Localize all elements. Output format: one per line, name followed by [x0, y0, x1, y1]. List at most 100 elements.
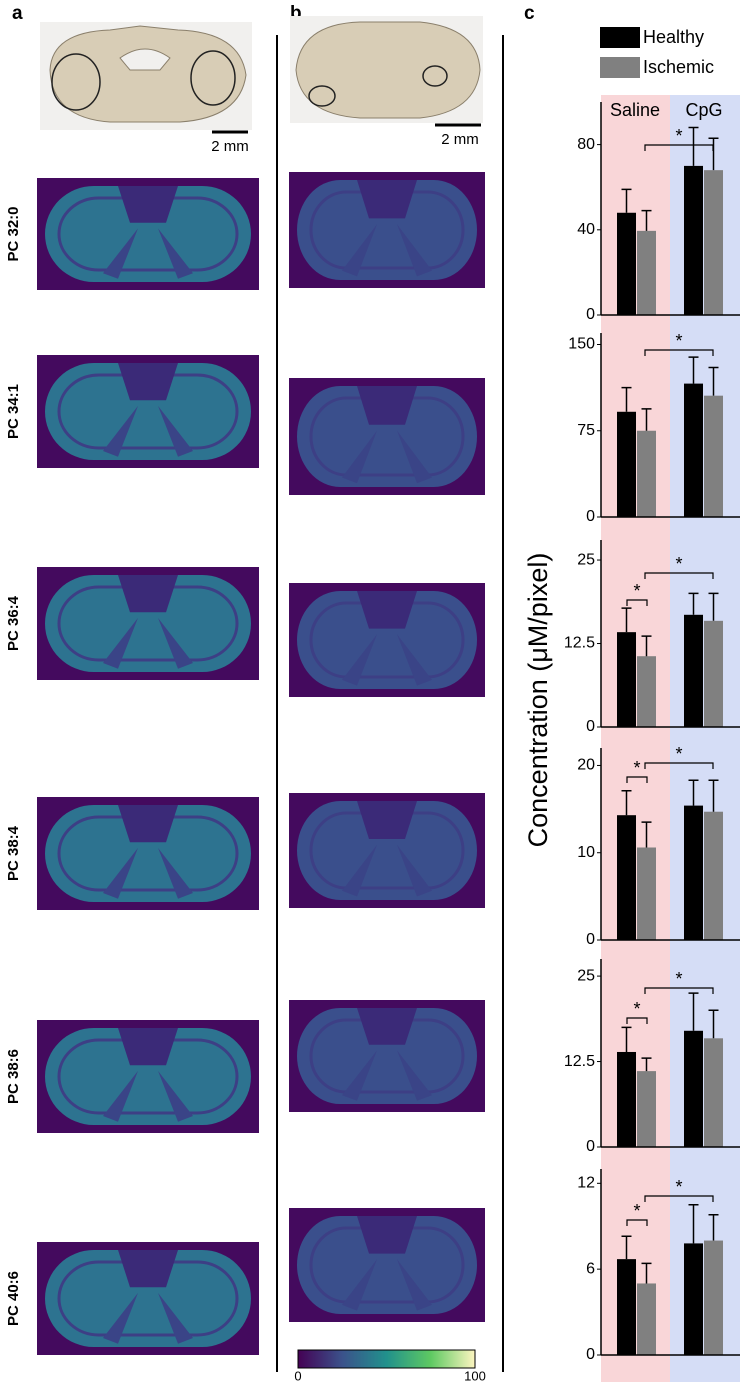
error-bar — [621, 790, 632, 816]
error-bar — [708, 592, 719, 621]
y-tick-label: 40 — [577, 221, 595, 238]
heatmap-brain — [45, 575, 251, 672]
category-label: Saline — [610, 100, 660, 120]
error-bar — [621, 607, 632, 633]
significance-star: * — [633, 999, 640, 1019]
row-label: PC 38:6 — [5, 1049, 22, 1104]
error-bar — [688, 1204, 699, 1244]
significance-bracket — [626, 1219, 648, 1226]
error-bar — [641, 1057, 652, 1072]
bar — [684, 805, 703, 940]
row-label: PC 36:4 — [5, 595, 22, 651]
significance-star: * — [633, 758, 640, 778]
heatmap-ventricle — [357, 801, 417, 839]
bar — [704, 395, 723, 517]
bar — [637, 847, 656, 940]
y-tick-label: 0 — [586, 508, 595, 525]
y-tick-label: 0 — [586, 306, 595, 323]
error-bar — [708, 779, 719, 812]
heatmap-ventricle — [357, 180, 417, 219]
error-bar — [641, 209, 652, 231]
heatmap-region — [342, 634, 432, 686]
significance-bracket — [626, 1017, 648, 1024]
error-bar — [641, 635, 652, 657]
heatmap-brain — [297, 180, 477, 280]
heatmap-brain — [45, 805, 251, 902]
y-tick-label: 0 — [586, 718, 595, 735]
row-label: PC 32:0 — [5, 206, 22, 261]
scale-bar-label: 2 mm — [211, 138, 249, 155]
y-tick-label: 25 — [577, 551, 595, 568]
roi-outline — [190, 50, 236, 106]
y-tick-label: 150 — [568, 336, 595, 353]
significance-bracket — [644, 987, 714, 994]
panel-label: b — [290, 3, 302, 24]
heatmap-ventricle — [118, 805, 178, 843]
bar — [617, 1051, 636, 1147]
error-bar — [688, 592, 699, 615]
y-tick-label: 6 — [586, 1260, 595, 1277]
heatmap-brain — [45, 186, 251, 282]
bar — [684, 1243, 703, 1355]
panel-label: a — [12, 3, 23, 24]
significance-bracket — [644, 349, 714, 356]
legend-label: Ischemic — [643, 57, 714, 77]
y-tick-label: 20 — [577, 757, 595, 774]
heatmap-brain — [297, 801, 477, 900]
heatmap-region — [103, 1070, 193, 1122]
heatmap-region — [342, 430, 432, 484]
error-bar — [688, 779, 699, 806]
bar — [617, 1259, 636, 1355]
significance-star: * — [633, 581, 640, 601]
y-tick-label: 75 — [577, 422, 595, 439]
error-bar — [708, 137, 719, 171]
significance-star: * — [675, 554, 682, 574]
legend-label: Healthy — [643, 27, 704, 47]
heatmap-ventricle — [118, 363, 178, 401]
significance-bracket — [644, 144, 714, 151]
heatmap-ventricle — [118, 186, 178, 223]
row-label: PC 34:1 — [5, 384, 22, 439]
heatmap-region — [342, 1050, 432, 1101]
colorbar — [297, 1349, 476, 1369]
heatmap-region — [103, 1292, 193, 1344]
error-bar — [621, 1026, 632, 1052]
error-bar — [621, 1235, 632, 1260]
bar — [617, 212, 636, 315]
bar — [704, 811, 723, 940]
error-bar — [621, 386, 632, 412]
significance-star: * — [675, 331, 682, 351]
bar — [617, 815, 636, 940]
error-bar — [641, 821, 652, 848]
bar — [617, 411, 636, 517]
heatmap-ventricle — [357, 591, 417, 629]
bar — [637, 430, 656, 517]
legend-swatch — [600, 57, 640, 78]
significance-star: * — [675, 744, 682, 764]
significance-star: * — [675, 1177, 682, 1197]
heatmap-brain — [297, 386, 477, 487]
bar — [637, 656, 656, 727]
heatmap-ventricle — [357, 1008, 417, 1045]
error-bar — [688, 126, 699, 166]
y-tick-label: 0 — [586, 1138, 595, 1155]
heatmap-brain — [297, 1008, 477, 1104]
bar — [684, 614, 703, 727]
error-bar — [688, 992, 699, 1031]
roi-outline — [422, 65, 448, 87]
row-label: PC 38:4 — [5, 825, 22, 881]
error-bar — [708, 1214, 719, 1241]
significance-bracket — [644, 572, 714, 579]
roi-outline — [308, 85, 336, 107]
heatmap-brain — [297, 1216, 477, 1314]
bar — [684, 1030, 703, 1147]
panel-label: c — [524, 3, 535, 24]
colorbar-tick-label: 100 — [464, 1368, 486, 1382]
y-tick-label: 10 — [577, 844, 595, 861]
significance-bracket — [644, 1195, 714, 1202]
bar — [704, 1038, 723, 1147]
heatmap-region — [103, 617, 193, 669]
heatmap-region — [103, 847, 193, 899]
heatmap-ventricle — [357, 1216, 417, 1254]
error-bar — [708, 1009, 719, 1039]
